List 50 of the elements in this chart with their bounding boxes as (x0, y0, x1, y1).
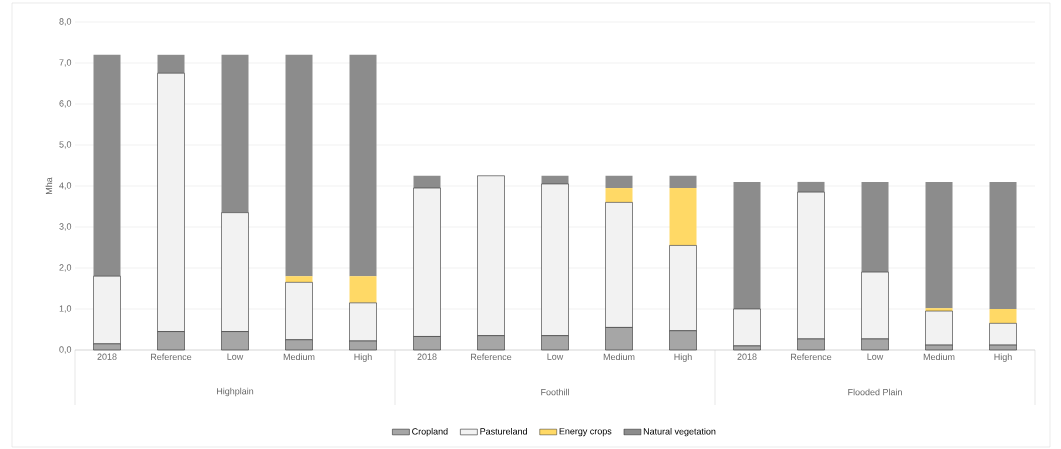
x-tick-label: High (674, 353, 692, 362)
legend-label: Energy crops (559, 428, 612, 437)
bar (797, 181, 825, 193)
bar (669, 175, 697, 189)
y-tick-label: 6,0 (59, 100, 72, 108)
bar (605, 175, 633, 189)
y-tick-label: 3,0 (59, 223, 72, 231)
y-tick-label: 5,0 (59, 141, 72, 149)
bar (861, 181, 889, 273)
x-tick-label: Low (547, 353, 564, 360)
text: Highplain (217, 387, 254, 397)
x-tick-label: 2018 (737, 353, 757, 360)
x-tick-label: Medium (603, 353, 635, 361)
bar (349, 276, 377, 303)
bar (349, 54, 377, 277)
text: Flooded Plain (848, 388, 902, 396)
legend-label: Cropland (412, 428, 448, 437)
x-tick-label: Reference (791, 353, 832, 361)
x-tick-label: 2018 (417, 353, 437, 360)
x-tick-label: High (994, 353, 1012, 362)
bar (157, 54, 185, 74)
x-tick-label: Medium (923, 353, 955, 361)
x-tick-label: Reference (151, 353, 192, 361)
x-tick-label: 2018 (97, 353, 117, 360)
legend-label: Pastureland (480, 428, 527, 435)
bar (669, 188, 697, 246)
bar (989, 309, 1017, 324)
bar (285, 276, 313, 283)
x-tick-label: Medium (283, 353, 315, 361)
bar (93, 54, 121, 277)
bar (285, 54, 313, 277)
bar (221, 54, 249, 213)
x-tick-label: Low (227, 353, 244, 360)
y-tick-label: 0,0 (59, 346, 72, 354)
y-tick-label: 2,0 (59, 264, 72, 272)
bar (989, 181, 1017, 309)
legend-label: Natural vegetation (643, 428, 716, 437)
y-tick-label: 7,0 (59, 59, 72, 67)
x-tick-label: High (354, 353, 372, 362)
bar (605, 188, 633, 203)
y-tick-label: 4,0 (59, 182, 72, 190)
x-tick-label: Reference (471, 353, 512, 361)
bar (733, 181, 761, 309)
text: Foothill (541, 388, 569, 396)
y-tick-label: 1,0 (59, 305, 72, 313)
x-tick-label: Low (867, 353, 884, 360)
y-tick-label: 8,0 (59, 18, 72, 26)
bar (733, 308, 761, 347)
y-axis-title: Mha (45, 177, 53, 194)
bar (925, 181, 953, 309)
